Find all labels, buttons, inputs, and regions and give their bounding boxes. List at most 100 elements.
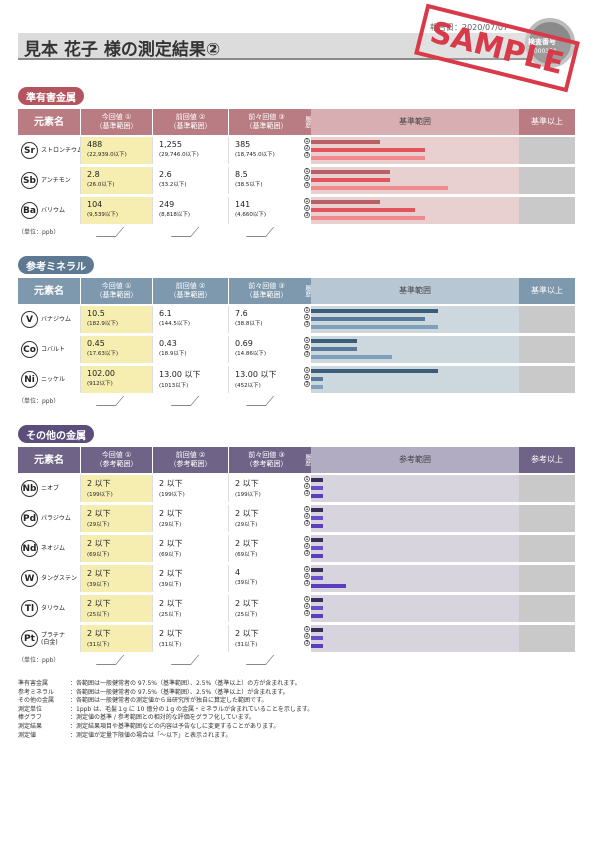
value-text: 13.00 以下 (159, 370, 201, 379)
element-symbol: Tl (21, 600, 38, 617)
range-bar-chart (311, 565, 519, 592)
element-cell: V バナジウム (18, 306, 80, 333)
unit-connector (95, 396, 125, 406)
element-name: タリウム (41, 605, 66, 612)
header-element-name: 元素名 (18, 447, 80, 473)
value-text: 2 以下 (235, 599, 259, 608)
value-text: 2.6 (159, 170, 172, 179)
value-previous: 0.43 (18.9以下) (152, 336, 228, 363)
value-text: 2 以下 (159, 629, 183, 638)
history-bar-1 (311, 309, 438, 313)
header-above: 基準以上 (519, 278, 575, 304)
value-current: 0.45 (17.63以下) (80, 336, 152, 363)
table-row: Sr ストロンチウム 488 (22,939.0以下) 1,255 (29,746.0以下… (18, 137, 575, 164)
element-symbol: Sb (21, 172, 38, 189)
value-current: 2 以下 (31以下) (80, 625, 152, 652)
above-range-cell (519, 167, 575, 194)
value-text: 2 以下 (235, 479, 259, 488)
range-bar-chart (311, 625, 519, 652)
element-symbol: Sr (21, 142, 38, 159)
value-text: 2 以下 (87, 569, 111, 578)
element-symbol: Nd (21, 540, 38, 557)
value-text: 385 (235, 140, 251, 149)
value-text: 102.00 (87, 369, 115, 378)
range-text: (25以下) (87, 612, 110, 618)
element-cell: W タングステン (18, 565, 80, 592)
history-mark: 3 (304, 212, 310, 218)
footnote-line: 測定単位 ：1ppb は、毛髪１g に 10 億分の１g の金属・ミネラルが含まれ… (18, 706, 313, 715)
value-before-previous: 7.6 (38.8以下) (228, 306, 304, 333)
value-text: 2 以下 (87, 509, 111, 518)
history-bar-2 (311, 636, 324, 640)
history-mark: 1 (304, 506, 310, 512)
history-mark: 1 (304, 536, 310, 542)
history-bar-3 (311, 325, 438, 329)
unit-connector (245, 396, 275, 406)
above-range-cell (519, 137, 575, 164)
range-bar-chart (311, 595, 519, 622)
header-element-name: 元素名 (18, 109, 80, 135)
element-name: バナジウム (41, 316, 72, 323)
range-text: (1013以下) (159, 383, 189, 389)
history-bar-1 (311, 200, 380, 204)
history-mark: 2 (304, 145, 310, 151)
range-text: (8,818以下) (159, 212, 191, 218)
value-text: 2 以下 (87, 539, 111, 548)
range-text: (39以下) (87, 582, 110, 588)
history-mark: 2 (304, 483, 310, 489)
range-bar-chart (311, 535, 519, 562)
header-before-previous: 前々回値 ③ （基準範囲） (228, 109, 304, 135)
element-symbol: Ba (21, 202, 38, 219)
id-badge-circle (525, 18, 575, 68)
header-range-label: （基準範囲） (245, 122, 288, 130)
unit-label: （単位：ppb） (18, 657, 60, 664)
table-row: W タングステン 2 以下 (39以下) 2 以下 (39以下) 4 (39以下) 1 2 3 (18, 565, 575, 592)
value-text: 2 以下 (159, 569, 183, 578)
range-bar-chart (311, 505, 519, 532)
range-text: (18.9以下) (159, 351, 187, 357)
element-cell: Co コバルト (18, 336, 80, 363)
range-bar-chart (311, 306, 519, 333)
element-symbol: W (21, 570, 38, 587)
unit-connector (95, 655, 125, 665)
value-text: 7.6 (235, 309, 248, 318)
footnote-key: その他の金属 (18, 697, 55, 705)
header-range-label: （基準範囲） (95, 122, 138, 130)
table-row: V バナジウム 10.5 (182.9以下) 6.1 (144.5以下) 7.6 (38.8以… (18, 306, 575, 333)
footnote-line: 測定値 ：測定値が定量下限値の場合は「～以下」と表示されます。 (18, 732, 313, 741)
header-current: 今回値 ① （基準範囲） (80, 109, 152, 135)
value-before-previous: 2 以下 (25以下) (228, 595, 304, 622)
above-range-cell (519, 197, 575, 224)
history-mark: 2 (304, 314, 310, 320)
table-row: Tl タリウム 2 以下 (25以下) 2 以下 (25以下) 2 以下 (25以下) 1 2 3 (18, 595, 575, 622)
value-text: 0.43 (159, 339, 177, 348)
range-text: (912以下) (87, 381, 113, 387)
value-previous: 6.1 (144.5以下) (152, 306, 228, 333)
history-bar-3 (311, 584, 347, 588)
value-text: 0.45 (87, 339, 105, 348)
id-label: 検査番号 (528, 38, 556, 46)
range-text: (29以下) (235, 522, 258, 528)
range-bar-chart (311, 366, 519, 393)
range-text: (25以下) (159, 612, 182, 618)
element-cell: Nb ニオブ (18, 475, 80, 502)
value-previous: 13.00 以下 (1013以下) (152, 366, 228, 393)
history-bar-1 (311, 598, 324, 602)
above-range-cell (519, 625, 575, 652)
range-bar-chart (311, 475, 519, 502)
value-before-previous: 2 以下 (29以下) (228, 505, 304, 532)
history-bar-3 (311, 644, 324, 648)
range-text: (33.2以下) (159, 182, 187, 188)
value-current: 2 以下 (199以下) (80, 475, 152, 502)
value-current: 488 (22,939.0以下) (80, 137, 152, 164)
value-current: 2.8 (26.0以下) (80, 167, 152, 194)
value-text: 4 (235, 568, 241, 577)
history-mark: 2 (304, 573, 310, 579)
footnote-key: 測定結果 (18, 722, 43, 730)
header-label: 今回値 ① (101, 112, 132, 121)
